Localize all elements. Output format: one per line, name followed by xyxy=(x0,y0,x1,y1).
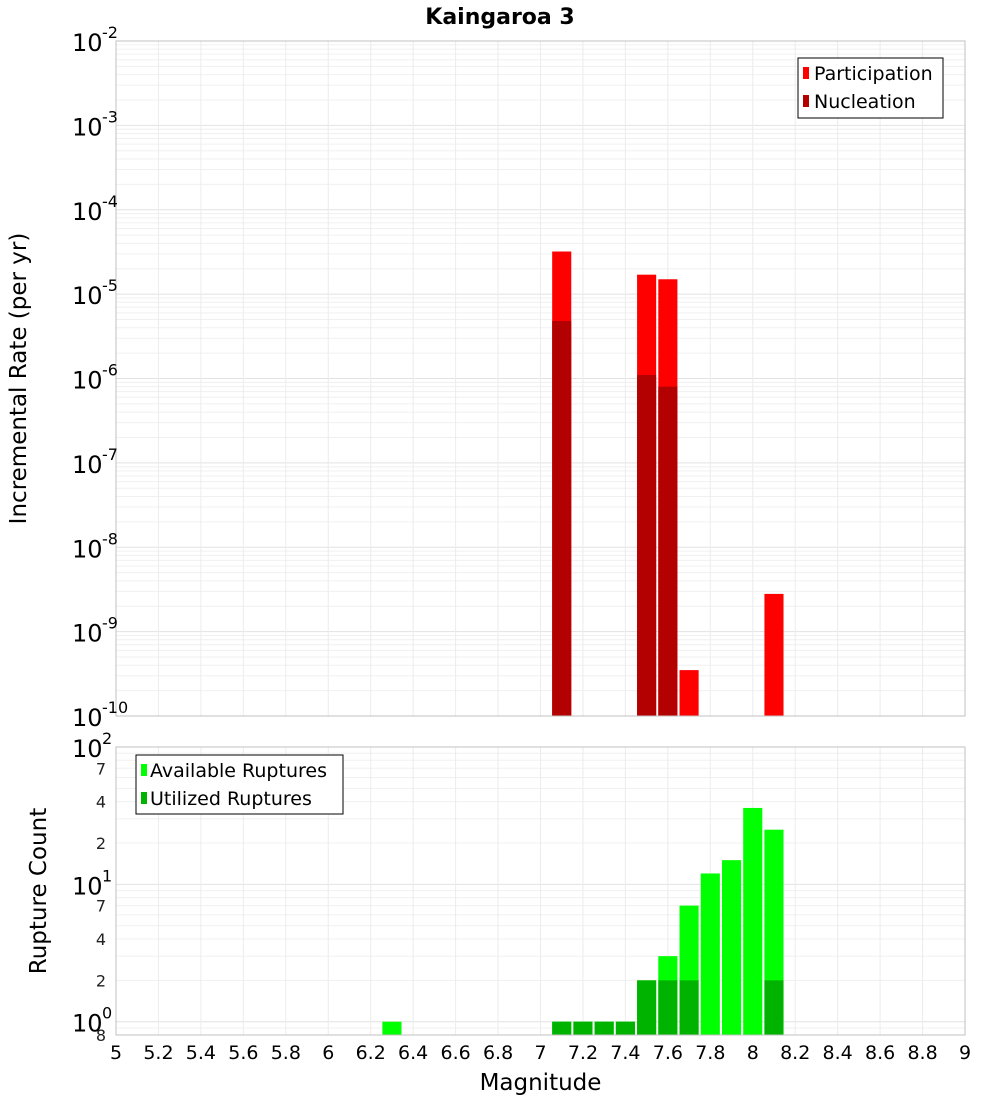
available-ruptures-bar xyxy=(721,860,742,1035)
bottom-y-axis-label: Rupture Count xyxy=(26,808,52,974)
bottom-y-minor-tick: 7 xyxy=(96,897,106,916)
utilized-ruptures-bar xyxy=(552,1021,572,1035)
legend-label: Participation xyxy=(814,63,933,85)
bottom-y-minor-tick: 2 xyxy=(96,971,106,990)
x-tick-label: 6.2 xyxy=(356,1042,386,1064)
bottom-y-minor-tick: 2 xyxy=(96,834,106,853)
top-y-tick-base: 10 xyxy=(72,113,103,141)
top-y-tick-exponent: -10 xyxy=(102,698,128,717)
bottom-y-minor-tick: 4 xyxy=(96,793,106,812)
top-y-tick-base: 10 xyxy=(72,704,103,732)
x-tick-label: 7 xyxy=(534,1042,546,1064)
x-tick-label: 7.8 xyxy=(695,1042,725,1064)
utilized-ruptures-bar xyxy=(615,1021,635,1035)
top-y-tick-exponent: -9 xyxy=(102,614,118,633)
bottom-y-minor-tick: 8 xyxy=(96,1026,106,1045)
legend-label: Utilized Ruptures xyxy=(150,788,312,810)
top-y-tick-base: 10 xyxy=(72,535,103,563)
top-plot: 10-210-310-410-510-610-710-810-910 -10Inc… xyxy=(6,23,966,732)
bottom-bars xyxy=(382,807,784,1035)
top-y-tick-exponent: -2 xyxy=(102,23,118,42)
x-tick-label: 8.6 xyxy=(865,1042,895,1064)
top-y-tick-base: 10 xyxy=(72,282,103,310)
top-y-tick-base: 10 xyxy=(72,451,103,479)
x-ticks: 5 5.2 5.4 5.6 5.8 6 6.2 6.4 6.6 6.8 7 7.2 7.4 7.6 7.8 8… xyxy=(110,1042,971,1064)
bottom-y-tick-base: 10 xyxy=(72,1010,103,1038)
utilized-ruptures-bar xyxy=(637,980,657,1035)
bottom-y-tick-exponent: 2 xyxy=(102,729,112,748)
legend-label: Nucleation xyxy=(814,91,916,113)
bottom-y-tick-base: 10 xyxy=(72,735,103,763)
bottom-legend: Available Ruptures Utilized Ruptures xyxy=(135,754,344,815)
x-tick-label: 8.4 xyxy=(823,1042,853,1064)
x-tick-label: 6.6 xyxy=(440,1042,470,1064)
legend-swatch xyxy=(803,67,809,79)
x-tick-label: 7.2 xyxy=(568,1042,598,1064)
top-y-tick-exponent: -7 xyxy=(102,445,118,464)
bottom-y-tick-exponent: 1 xyxy=(102,866,112,885)
top-y-tick-exponent: -4 xyxy=(102,192,118,211)
top-plot-border xyxy=(115,40,966,717)
available-ruptures-bar xyxy=(382,1021,402,1035)
x-tick-label: 8.8 xyxy=(907,1042,937,1064)
bottom-y-minor-tick: 7 xyxy=(96,759,106,778)
utilized-ruptures-bar xyxy=(658,980,678,1035)
participation-bar xyxy=(764,593,784,716)
bottom-legend-box xyxy=(135,754,344,815)
top-y-tick-base: 10 xyxy=(72,198,103,226)
x-tick-label: 5 xyxy=(110,1042,122,1064)
x-axis-label: Magnitude xyxy=(480,1070,602,1096)
legend-swatch xyxy=(141,792,147,804)
x-tick-label: 6 xyxy=(322,1042,334,1064)
x-tick-label: 7.4 xyxy=(610,1042,640,1064)
nucleation-bar xyxy=(552,321,572,716)
top-y-tick-base: 10 xyxy=(72,29,103,57)
x-tick-label: 5.2 xyxy=(143,1042,173,1064)
x-tick-label: 8 xyxy=(747,1042,759,1064)
legend-swatch xyxy=(803,95,809,107)
bottom-y-minor-tick: 4 xyxy=(96,930,106,949)
legend-swatch xyxy=(141,764,147,776)
utilized-ruptures-bar xyxy=(594,1021,614,1035)
x-tick-label: 9 xyxy=(959,1042,971,1064)
bottom-y-tick-base: 10 xyxy=(72,872,103,900)
chart-title: Kaingaroa 3 xyxy=(425,5,574,30)
x-tick-label: 5.8 xyxy=(271,1042,301,1064)
top-y-tick-exponent: -6 xyxy=(102,361,118,380)
top-bars xyxy=(552,251,784,716)
top-y-tick-exponent: -8 xyxy=(102,529,118,548)
x-tick-label: 7.6 xyxy=(653,1042,683,1064)
utilized-ruptures-bar xyxy=(679,980,699,1035)
nucleation-bar xyxy=(658,386,678,716)
bottom-y-tick-exponent: 0 xyxy=(102,1004,112,1023)
nucleation-bar xyxy=(637,375,657,716)
bottom-plot-border xyxy=(115,746,966,1036)
participation-bar xyxy=(679,670,699,716)
top-y-tick-base: 10 xyxy=(72,620,103,648)
x-tick-label: 5.6 xyxy=(228,1042,258,1064)
x-tick-label: 6.4 xyxy=(398,1042,428,1064)
available-ruptures-bar xyxy=(700,873,720,1035)
top-y-tick-exponent: -3 xyxy=(102,107,118,126)
utilized-ruptures-bar xyxy=(764,980,784,1035)
x-tick-label: 5.4 xyxy=(186,1042,216,1064)
x-tick-label: 8.2 xyxy=(780,1042,810,1064)
top-legend: Participation Nucleation xyxy=(797,57,944,119)
top-y-ticks: 10-210-310-410-510-610-710-810-910-10 xyxy=(72,23,128,732)
x-tick-label: 6.8 xyxy=(483,1042,513,1064)
top-legend-box xyxy=(797,57,944,119)
available-ruptures-bar xyxy=(743,807,763,1035)
top-y-axis-label: Incremental Rate (per yr) xyxy=(6,233,32,525)
top-grid xyxy=(115,41,965,717)
top-y-tick-exponent: -5 xyxy=(102,276,118,295)
utilized-ruptures-bar xyxy=(573,1021,593,1035)
top-y-tick-base: 10 xyxy=(72,367,103,395)
legend-label: Available Ruptures xyxy=(150,760,327,782)
